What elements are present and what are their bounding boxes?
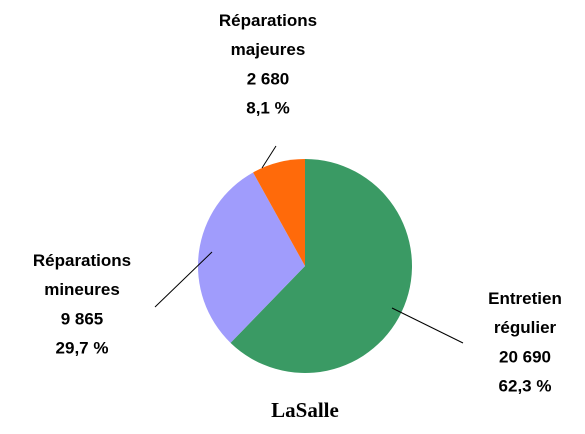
pie-slice xyxy=(230,159,412,373)
leader-line xyxy=(154,251,213,308)
value-label: 2 680 xyxy=(247,69,290,88)
value-label: 20 690 xyxy=(499,347,551,366)
pie-slice xyxy=(253,159,305,266)
slice-label: Réparations mineures xyxy=(33,251,131,299)
value-label: 9 865 xyxy=(61,309,104,328)
chart-title: LaSalle xyxy=(271,398,339,422)
percent-label: 29,7 % xyxy=(56,338,109,357)
slice-label: Entretien régulier xyxy=(488,289,562,337)
pie-slice xyxy=(198,172,305,343)
leader-line xyxy=(261,145,277,169)
percent-label: 62,3 % xyxy=(499,376,552,395)
slice-label: Réparations majeures xyxy=(219,11,317,59)
percent-label: 8,1 % xyxy=(246,98,289,117)
leader-line xyxy=(391,307,464,344)
